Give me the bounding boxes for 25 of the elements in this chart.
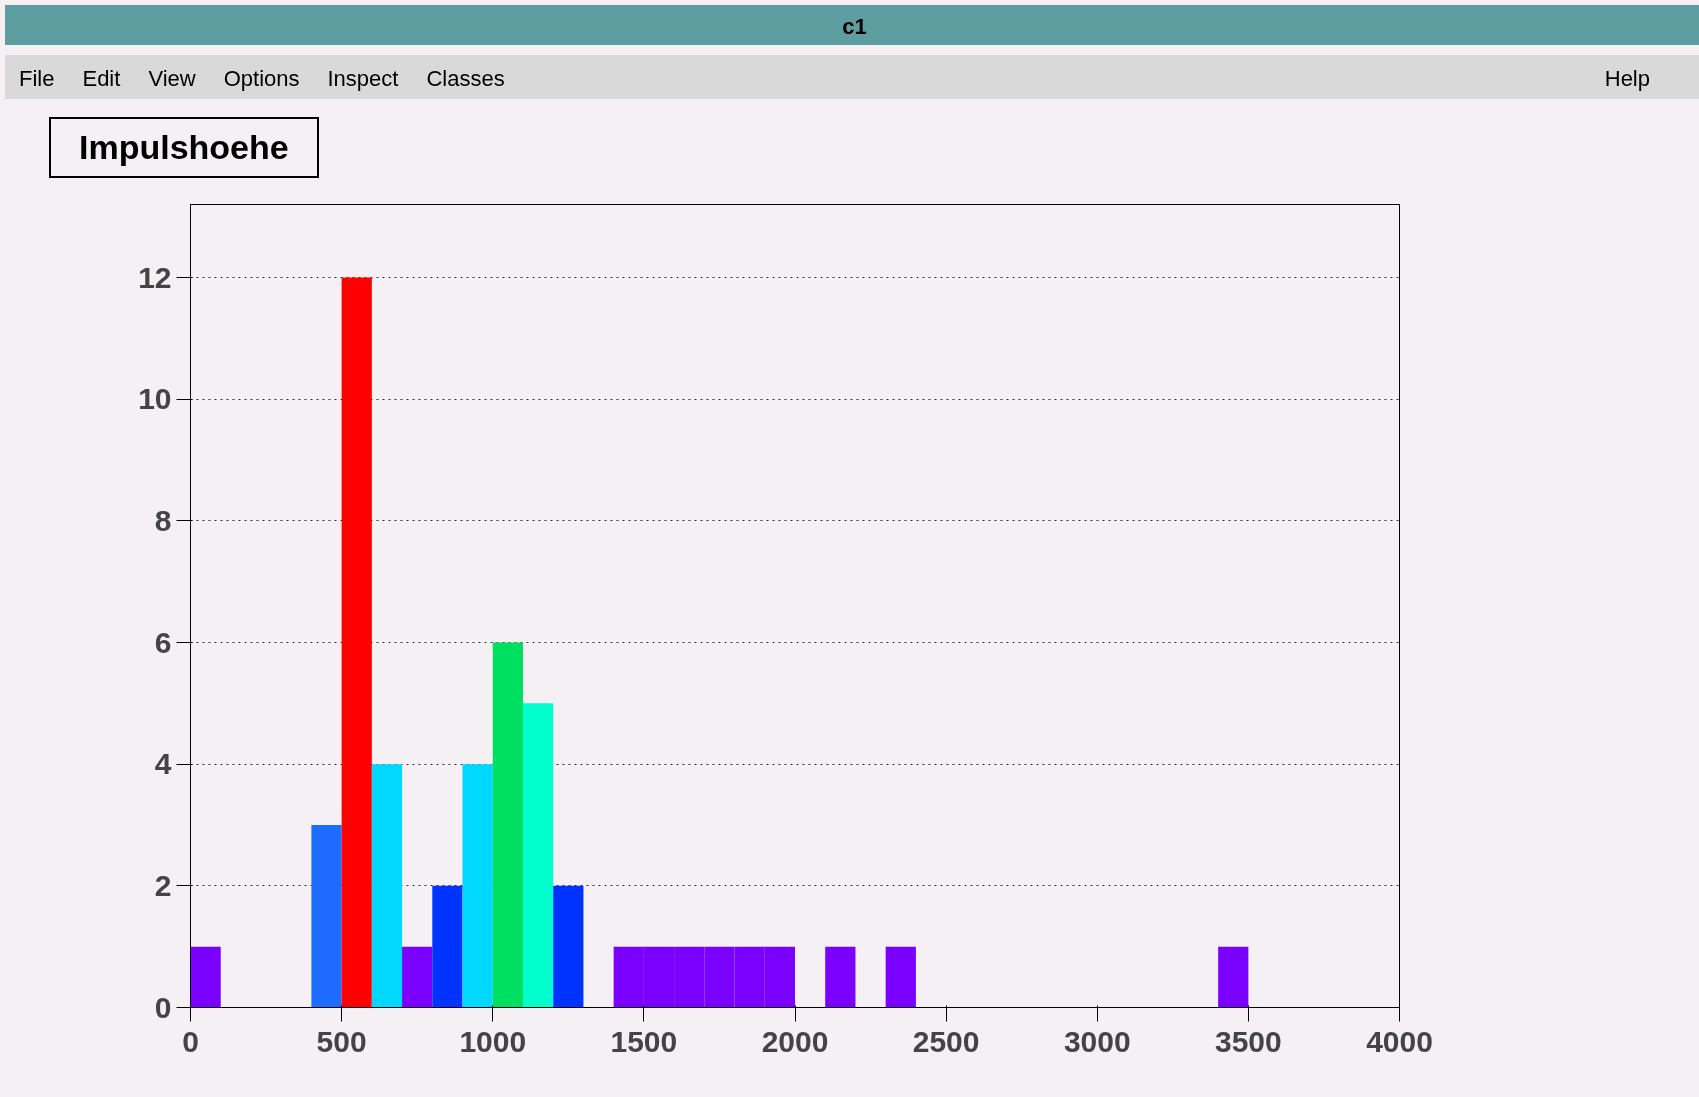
y-tick-label: 6 [154,625,172,659]
y-tick-label: 4 [154,747,172,781]
text: Options [223,66,300,91]
y-tick-label: 0 [154,990,172,1024]
x-tick-label: 3500 [1215,1024,1282,1058]
text: File [19,66,55,91]
text: Inspect [327,66,399,91]
x-tick-label: 1500 [610,1024,678,1058]
y-tick-label: 8 [154,503,172,537]
text: Help [1604,65,1650,93]
text: c1 [841,13,868,41]
x-tick-label: 3000 [1063,1024,1131,1058]
text: View [148,66,196,91]
x-tick-label: 1000 [459,1024,527,1058]
x-tick-label: 0 [182,1024,199,1058]
x-tick-label: 2500 [912,1024,980,1058]
x-tick-label: 500 [316,1024,367,1058]
x-tick-label: 2000 [761,1024,829,1058]
y-tick-label: 2 [154,868,172,902]
text: Classes [426,66,505,91]
chart-title: Impulshoehe [49,117,319,178]
y-tick-label: 10 [138,382,172,416]
y-tick-label: 12 [138,260,172,294]
text: Edit [82,66,121,91]
x-tick-label: 4000 [1366,1024,1433,1058]
